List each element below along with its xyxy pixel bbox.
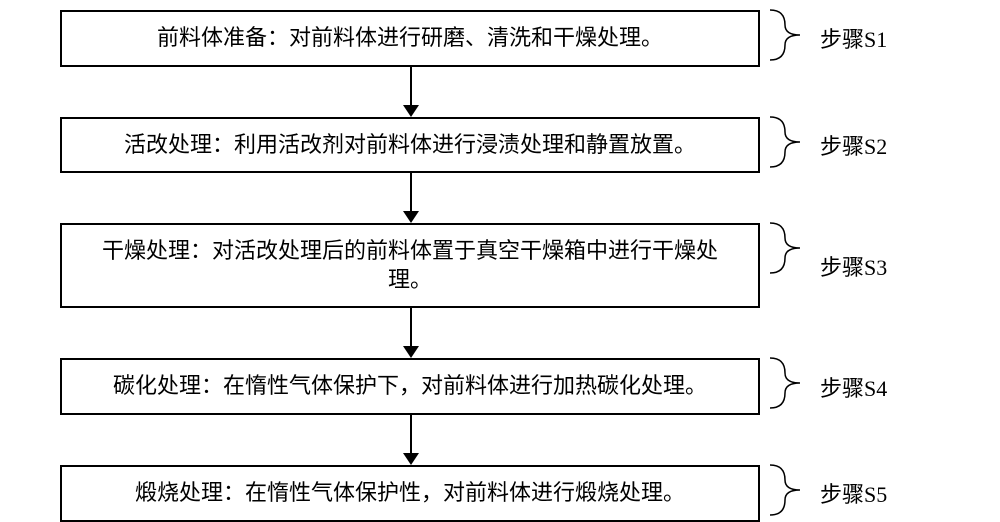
brace-icon <box>765 5 815 65</box>
brace-icon <box>765 353 815 413</box>
step-title-s2: 活改处理： <box>124 132 234 157</box>
flowchart-container: 前料体准备：对前料体进行研磨、清洗和干燥处理。 步骤S1 活改处理：利用活改剂对… <box>60 10 940 522</box>
arrow-line-icon <box>410 173 412 213</box>
step-box-s4: 碳化处理：在惰性气体保护下，对前料体进行加热碳化处理。 <box>60 358 760 415</box>
arrow-s3-s4 <box>60 308 760 358</box>
step-box-s2: 活改处理：利用活改剂对前料体进行浸渍处理和静置放置。 <box>60 117 760 174</box>
arrow-s2-s3 <box>60 173 760 223</box>
arrow-s1-s2 <box>60 67 760 117</box>
brace-icon <box>765 460 815 520</box>
step-label-s5: 步骤S5 <box>820 477 887 509</box>
step-row-s1: 前料体准备：对前料体进行研磨、清洗和干燥处理。 步骤S1 <box>60 10 940 67</box>
step-title-s5: 煅烧处理： <box>135 480 245 505</box>
arrow-line-icon <box>410 308 412 348</box>
step-box-s5: 煅烧处理：在惰性气体保护性，对前料体进行煅烧处理。 <box>60 465 760 522</box>
step-label-s2: 步骤S2 <box>820 129 887 161</box>
step-title-s1: 前料体准备： <box>157 25 289 50</box>
arrow-head-icon <box>403 453 419 465</box>
arrow-line-icon <box>410 415 412 455</box>
step-row-s5: 煅烧处理：在惰性气体保护性，对前料体进行煅烧处理。 步骤S5 <box>60 465 940 522</box>
arrow-s4-s5 <box>60 415 760 465</box>
arrow-head-icon <box>403 346 419 358</box>
step-row-s3: 干燥处理：对活改处理后的前料体置于真空干燥箱中进行干燥处理。 步骤S3 <box>60 223 940 308</box>
step-label-s1: 步骤S1 <box>820 22 887 54</box>
step-content-s5: 在惰性气体保护性，对前料体进行煅烧处理。 <box>245 480 685 505</box>
brace-icon <box>765 112 815 172</box>
arrow-line-icon <box>410 67 412 107</box>
step-content-s4: 在惰性气体保护下，对前料体进行加热碳化处理。 <box>223 373 707 398</box>
brace-icon <box>765 218 815 278</box>
step-box-s1: 前料体准备：对前料体进行研磨、清洗和干燥处理。 <box>60 10 760 67</box>
step-label-s3: 步骤S3 <box>820 250 887 282</box>
step-title-s4: 碳化处理： <box>113 373 223 398</box>
step-content-s2: 利用活改剂对前料体进行浸渍处理和静置放置。 <box>234 132 696 157</box>
arrow-head-icon <box>403 211 419 223</box>
step-label-s4: 步骤S4 <box>820 371 887 403</box>
step-content-s1: 对前料体进行研磨、清洗和干燥处理。 <box>289 25 663 50</box>
step-content-s3: 对活改处理后的前料体置于真空干燥箱中进行干燥处理。 <box>212 238 718 292</box>
step-row-s4: 碳化处理：在惰性气体保护下，对前料体进行加热碳化处理。 步骤S4 <box>60 358 940 415</box>
step-title-s3: 干燥处理： <box>102 238 212 263</box>
step-box-s3: 干燥处理：对活改处理后的前料体置于真空干燥箱中进行干燥处理。 <box>60 223 760 308</box>
step-row-s2: 活改处理：利用活改剂对前料体进行浸渍处理和静置放置。 步骤S2 <box>60 117 940 174</box>
arrow-head-icon <box>403 105 419 117</box>
